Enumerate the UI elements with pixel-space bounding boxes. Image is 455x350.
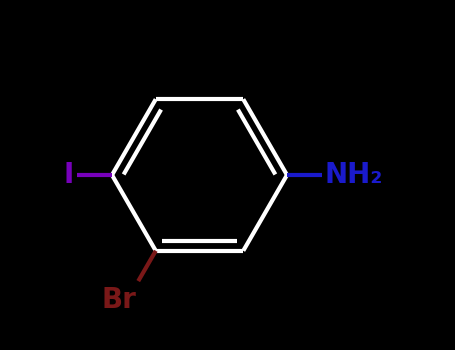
Text: I: I [64, 161, 74, 189]
Text: NH₂: NH₂ [325, 161, 383, 189]
Text: Br: Br [101, 286, 136, 314]
